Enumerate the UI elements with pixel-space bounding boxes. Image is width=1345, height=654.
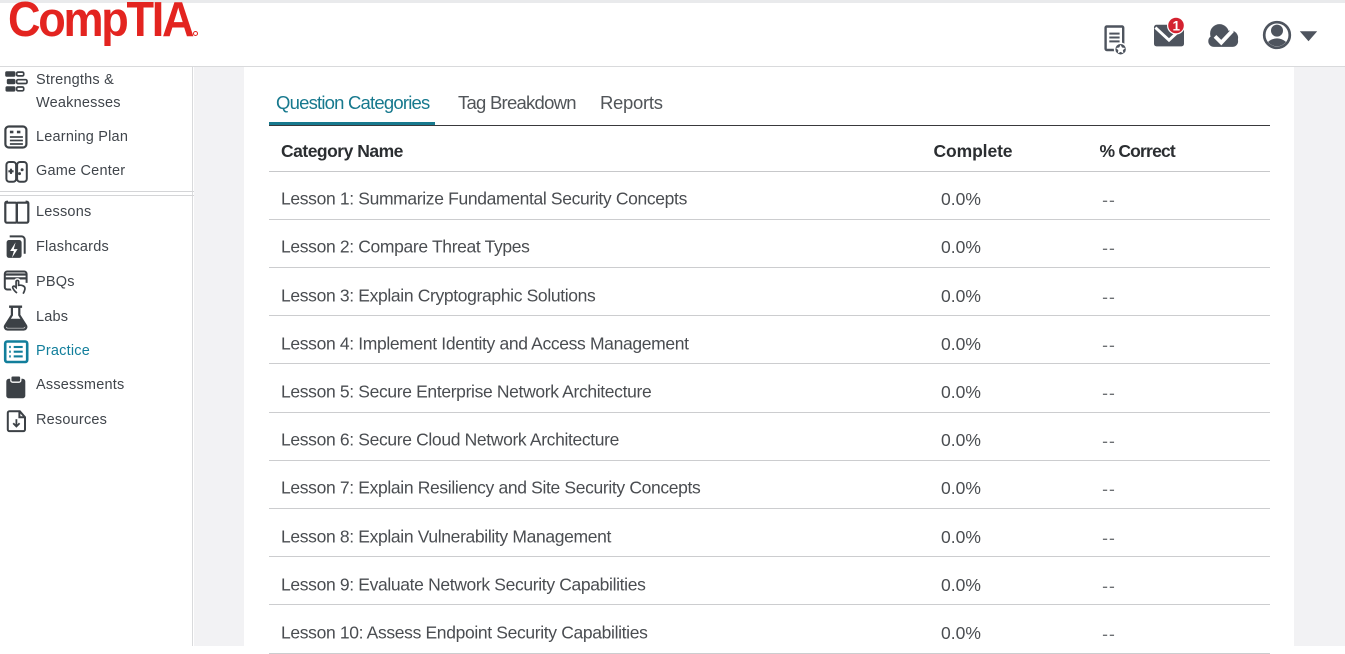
- svg-text:1: 1: [1172, 18, 1180, 33]
